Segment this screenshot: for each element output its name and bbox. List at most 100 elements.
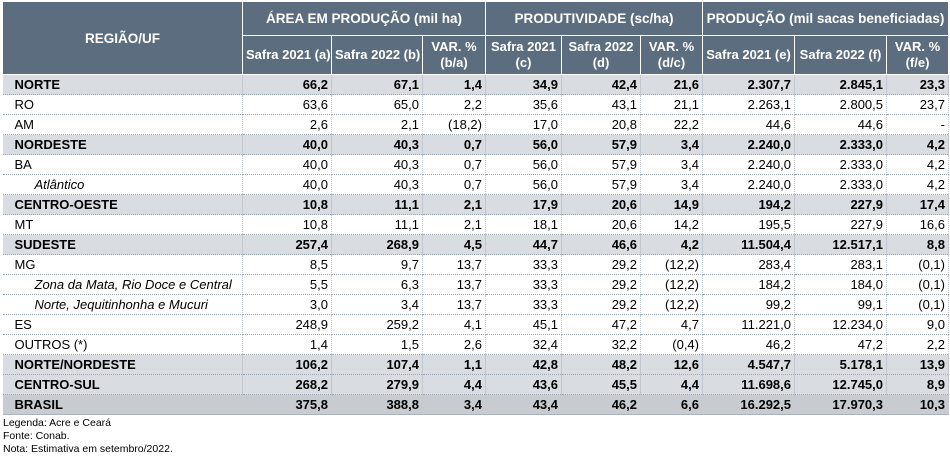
column-header-line: (d/c) xyxy=(657,55,686,70)
table-cell: 2,1 xyxy=(422,214,486,235)
table-cell: 21,1 xyxy=(640,94,703,115)
table-cell: 35,6 xyxy=(485,94,562,115)
table-cell: 46,6 xyxy=(561,234,641,255)
column-header-line: Safra 2021 xyxy=(490,39,557,54)
table-row: ES 248,9 259,2 4,1 45,1 47,2 4,7 11.221,0 12.234… xyxy=(2,314,949,335)
table-cell: 13,9 xyxy=(886,354,949,375)
table-cell: 14,9 xyxy=(640,194,703,215)
table-cell: 2,2 xyxy=(422,94,486,115)
row-label: RO xyxy=(2,94,243,115)
table-cell: 2.263,1 xyxy=(702,94,795,115)
table-cell: 45,5 xyxy=(561,374,641,395)
row-label: ES xyxy=(2,314,243,335)
table-cell: 14,2 xyxy=(640,214,703,235)
note-line: Legenda: Acre e Ceará xyxy=(3,417,111,429)
table-cell: 10,3 xyxy=(886,394,949,415)
table-cell: 46,2 xyxy=(702,334,795,355)
table-row: BRASIL 375,8 388,8 3,4 43,4 46,2 6,6 16.292,5 17… xyxy=(2,394,949,415)
table-cell: 32,2 xyxy=(561,334,641,355)
table-cell: 45,1 xyxy=(485,314,562,335)
table-cell: 2,6 xyxy=(242,114,332,135)
column-header-line: (f/e) xyxy=(905,55,930,70)
table-cell: 9,0 xyxy=(886,314,949,335)
table-cell: 44,7 xyxy=(485,234,562,255)
table-cell: 56,0 xyxy=(485,134,562,155)
table-cell: 3,4 xyxy=(640,154,703,175)
table-cell: 2.240,0 xyxy=(702,154,795,175)
table-cell: 42,4 xyxy=(561,74,641,95)
table-cell: 0,7 xyxy=(422,134,486,155)
table-row: CENTRO-SUL 268,2 279,9 4,4 43,6 45,5 4,4 11.698… xyxy=(2,374,949,395)
table-cell: 12,6 xyxy=(640,354,703,375)
table-cell: 57,9 xyxy=(561,134,641,155)
table-cell: (12,2) xyxy=(640,274,703,295)
table-notes: Legenda: Acre e Ceará Fonte: Conab. Nota: … xyxy=(3,417,950,456)
table-cell: 11.221,0 xyxy=(702,314,795,335)
table-cell: 63,6 xyxy=(242,94,332,115)
table-cell: 29,2 xyxy=(561,274,641,295)
table-cell: 11.504,4 xyxy=(702,234,795,255)
table-cell: 2.333,0 xyxy=(794,154,887,175)
table-row: OUTROS (*) 1,4 1,5 2,6 32,4 32,2 (0,4) 46,2 47,2… xyxy=(2,334,949,355)
table-cell: 106,2 xyxy=(242,354,332,375)
row-label: OUTROS (*) xyxy=(2,334,243,355)
table-row: MG 8,5 9,7 13,7 33,3 29,2 (12,2) 283,4 283,1 (0,1… xyxy=(2,254,949,275)
table-cell: 107,4 xyxy=(331,354,423,375)
table-cell: 47,2 xyxy=(561,314,641,335)
table-cell: 184,2 xyxy=(702,274,795,295)
row-label: Norte, Jequitinhonha e Mucuri xyxy=(2,294,243,315)
table-row: MT 10,8 11,1 2,1 18,1 20,6 14,2 195,5 227,9 16,6 xyxy=(2,214,949,235)
column-header-line: Safra 2022 xyxy=(568,39,634,54)
note-line: Nota: Estimativa em setembro/2022. xyxy=(3,443,173,455)
table-cell: 40,3 xyxy=(331,174,423,195)
table-cell: 3,4 xyxy=(422,394,486,415)
table-cell: 67,1 xyxy=(331,74,423,95)
table-cell: 46,2 xyxy=(561,394,641,415)
row-label: BRASIL xyxy=(2,394,243,415)
table-cell: 2,1 xyxy=(422,194,486,215)
table-cell: 13,7 xyxy=(422,294,486,315)
column-header: VAR. % (d/c) xyxy=(640,35,703,75)
column-header-line: Safra 2021 (a) xyxy=(246,47,331,62)
table-cell: 17,4 xyxy=(886,194,949,215)
table-cell: 268,9 xyxy=(331,234,423,255)
column-header-line: (c) xyxy=(515,55,532,70)
table-cell: 4,7 xyxy=(640,314,703,335)
table-cell: 1,5 xyxy=(331,334,423,355)
table-cell: (0,1) xyxy=(886,274,949,295)
row-label: Zona da Mata, Rio Doce e Central xyxy=(2,274,243,295)
row-label: MT xyxy=(2,214,243,235)
table-row: AM 2,6 2,1 (18,2) 17,0 20,8 22,2 44,6 44,6- xyxy=(2,114,949,135)
table-cell: 4,2 xyxy=(886,154,949,175)
table-cell: 375,8 xyxy=(242,394,332,415)
table-cell: 65,0 xyxy=(331,94,423,115)
table-row: BA 40,0 40,3 0,7 56,0 57,9 3,4 2.240,0 2.333,0 4,… xyxy=(2,154,949,175)
table-cell: 13,7 xyxy=(422,254,486,275)
table-cell: 2,1 xyxy=(331,114,423,135)
table-cell: 257,4 xyxy=(242,234,332,255)
column-header: VAR. % (f/e) xyxy=(886,35,949,75)
table-cell: 17,9 xyxy=(485,194,562,215)
table-cell: 6,3 xyxy=(331,274,423,295)
table-cell: 18,1 xyxy=(485,214,562,235)
table-cell: 5.178,1 xyxy=(794,354,887,375)
column-header: Safra 2022 (f) xyxy=(794,35,887,75)
table-cell: 8,8 xyxy=(886,234,949,255)
table-cell: 47,2 xyxy=(794,334,887,355)
table-cell: 268,2 xyxy=(242,374,332,395)
table-cell: 12.745,0 xyxy=(794,374,887,395)
table-cell: 43,6 xyxy=(485,374,562,395)
table-row: CENTRO-OESTE 10,8 11,1 2,1 17,9 20,6 14,9 194,2… xyxy=(2,194,949,215)
column-header: Safra 2022 (b) xyxy=(331,35,423,75)
table-cell: 32,4 xyxy=(485,334,562,355)
table-cell: 4,1 xyxy=(422,314,486,335)
table-cell: 20,6 xyxy=(561,194,641,215)
column-header-line: Safra 2021 (e) xyxy=(706,47,791,62)
table-cell: 259,2 xyxy=(331,314,423,335)
table-cell: 283,1 xyxy=(794,254,887,275)
table-row: Norte, Jequitinhonha e Mucuri 3,0 3,4 13,7 3… xyxy=(2,294,949,315)
table-cell: 3,4 xyxy=(640,174,703,195)
table-cell: 13,7 xyxy=(422,274,486,295)
table-cell: 4,4 xyxy=(422,374,486,395)
table-cell: 48,2 xyxy=(561,354,641,375)
